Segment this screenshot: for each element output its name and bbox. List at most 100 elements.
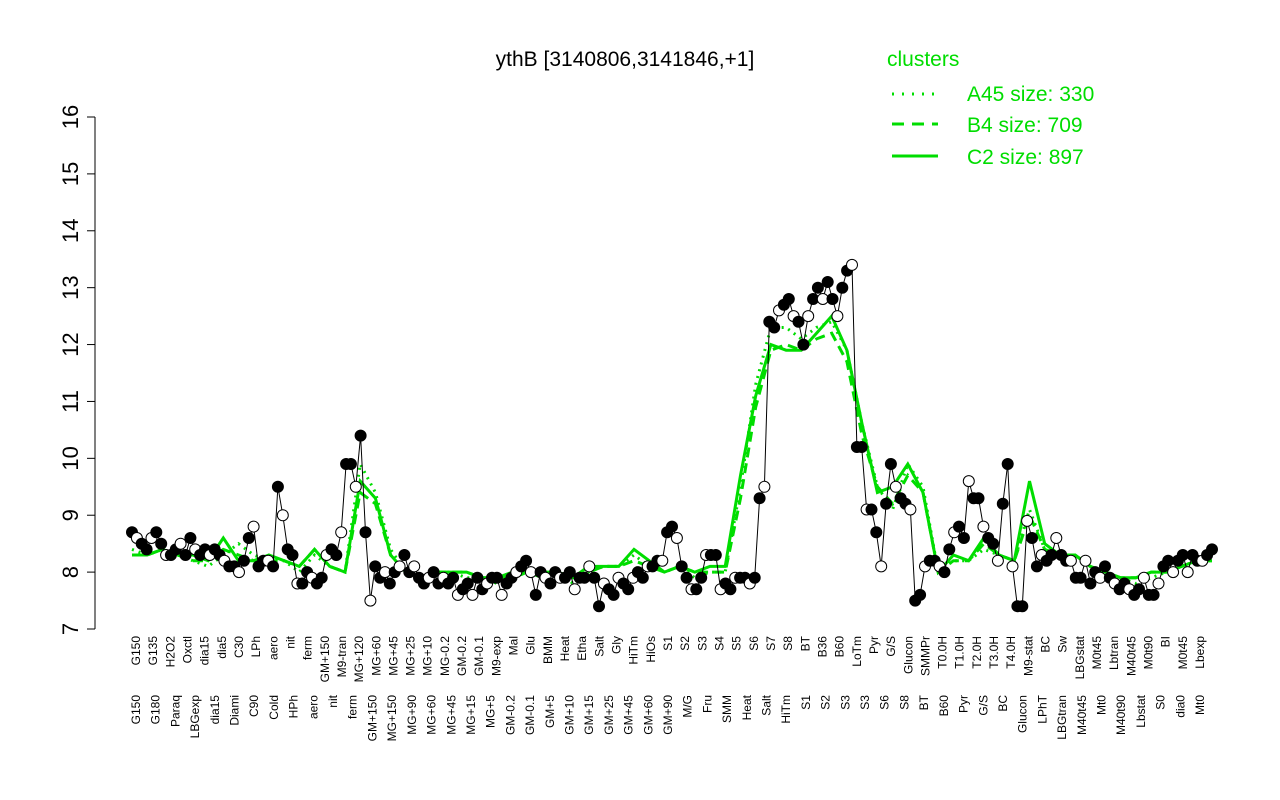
x-tick-label: GM-0.1 bbox=[472, 636, 486, 676]
data-point bbox=[1074, 571, 1087, 584]
x-tick-label: B36 bbox=[815, 636, 829, 658]
data-point bbox=[233, 566, 245, 579]
x-tick-label: S1 bbox=[661, 636, 675, 651]
x-tick-label: LPh bbox=[249, 636, 263, 657]
x-tick-label: BT bbox=[917, 694, 931, 710]
x-tick-label: GM+150 bbox=[365, 695, 379, 742]
y-tick-label: 16 bbox=[58, 105, 83, 129]
data-point bbox=[914, 588, 927, 601]
x-tick-label: BC bbox=[1039, 636, 1053, 653]
x-tick-label: BMM bbox=[541, 636, 555, 664]
data-point bbox=[1006, 560, 1019, 573]
x-tick-label: BI bbox=[1159, 636, 1173, 647]
data-point bbox=[495, 588, 508, 601]
x-tick-label: S2 bbox=[819, 695, 833, 710]
data-point bbox=[267, 560, 280, 573]
x-tick-label: M0t45 bbox=[1090, 636, 1104, 670]
point-series bbox=[126, 258, 1218, 613]
data-point bbox=[1016, 600, 1029, 613]
data-point bbox=[675, 560, 688, 573]
x-tick-label: LBGstat bbox=[1073, 635, 1087, 679]
x-tick-label: GM+10 bbox=[562, 695, 576, 735]
y-tick-label: 14 bbox=[58, 219, 83, 243]
data-point bbox=[753, 492, 766, 505]
data-point bbox=[296, 577, 309, 590]
x-tick-label: LBGtran bbox=[1055, 695, 1069, 740]
data-point bbox=[140, 543, 153, 556]
x-tick-label: GM+5 bbox=[543, 695, 557, 728]
x-tick-label: SMMPr bbox=[918, 636, 932, 676]
x-tick-label: M40t90 bbox=[1114, 695, 1128, 735]
x-tick-label: S8 bbox=[781, 636, 795, 651]
data-point bbox=[369, 560, 382, 573]
data-point bbox=[758, 480, 771, 493]
cluster-lines bbox=[131, 313, 1213, 586]
data-point bbox=[953, 520, 965, 533]
data-point bbox=[237, 554, 250, 567]
data-point bbox=[904, 503, 917, 516]
x-tick-label: MG+10 bbox=[421, 636, 435, 676]
data-point bbox=[471, 571, 484, 584]
data-point bbox=[174, 537, 187, 550]
data-point bbox=[870, 526, 883, 539]
data-point bbox=[680, 571, 693, 584]
x-tick-label: LBGexp bbox=[188, 695, 202, 739]
y-tick-label: 13 bbox=[58, 275, 83, 299]
data-point bbox=[1181, 566, 1194, 579]
x-tick-label: dia15 bbox=[198, 636, 212, 666]
data-point bbox=[335, 526, 348, 539]
x-tick-label: Fru bbox=[700, 695, 714, 713]
data-point bbox=[826, 293, 839, 305]
x-tick-label: G/S bbox=[884, 636, 898, 657]
x-tick-label: M9-tran bbox=[335, 636, 349, 677]
data-point bbox=[1084, 577, 1097, 590]
x-tick-label: Mt0 bbox=[1193, 695, 1207, 715]
data-point bbox=[150, 526, 163, 539]
data-point bbox=[588, 571, 601, 584]
x-tick-label: HiTm bbox=[627, 636, 641, 665]
x-axis: G150 G135 H2O2 Oxctl dia15 dia5 C30 LPh aero nit f… bbox=[129, 635, 1207, 741]
x-tick-label: GM+15 bbox=[582, 695, 596, 735]
data-point bbox=[179, 549, 192, 561]
x-tick-label: G/S bbox=[976, 695, 990, 716]
x-tick-label: G150 bbox=[129, 695, 143, 725]
x-tick-label: M40t45 bbox=[1075, 695, 1089, 735]
data-point bbox=[622, 583, 635, 596]
data-point bbox=[242, 532, 255, 544]
legend-label-b4: B4 size: 709 bbox=[967, 114, 1083, 137]
x-tick-label: S8 bbox=[897, 695, 911, 710]
x-tick-label: LoTm bbox=[850, 636, 864, 667]
data-point bbox=[466, 588, 479, 601]
x-tick-label: Oxctl bbox=[180, 636, 194, 663]
chart-title: ythB [3140806,3141846,+1] bbox=[496, 48, 755, 71]
x-tick-label: Cold bbox=[267, 695, 281, 720]
x-tick-label: GM-0.1 bbox=[523, 695, 537, 735]
x-tick-label: GM+25 bbox=[602, 695, 616, 735]
y-tick-label: 12 bbox=[58, 332, 83, 356]
x-tick-label: GM+90 bbox=[661, 695, 675, 735]
x-tick-label: BC bbox=[996, 695, 1010, 712]
x-tick-label: MG+120 bbox=[352, 636, 366, 683]
x-tick-label: Glucon bbox=[901, 636, 915, 674]
x-tick-label: G180 bbox=[149, 695, 163, 725]
x-tick-label: Gly bbox=[610, 636, 624, 654]
data-point bbox=[875, 560, 888, 573]
data-point bbox=[276, 509, 289, 522]
x-tick-label: GM-0.2 bbox=[455, 636, 469, 676]
data-point bbox=[797, 338, 810, 351]
y-tick-label: 11 bbox=[58, 390, 83, 413]
data-point bbox=[607, 588, 620, 601]
data-point bbox=[544, 577, 557, 590]
x-tick-label: MG+25 bbox=[404, 636, 418, 676]
data-point bbox=[1001, 458, 1014, 470]
data-point bbox=[880, 497, 893, 510]
data-point bbox=[354, 429, 367, 442]
data-point bbox=[393, 560, 406, 573]
data-point bbox=[286, 549, 299, 561]
x-tick-label: S3 bbox=[838, 695, 852, 710]
x-tick-label: Pyr bbox=[867, 636, 881, 654]
data-point bbox=[427, 566, 440, 579]
cluster-line-solid bbox=[132, 313, 1212, 580]
data-point bbox=[359, 526, 372, 539]
